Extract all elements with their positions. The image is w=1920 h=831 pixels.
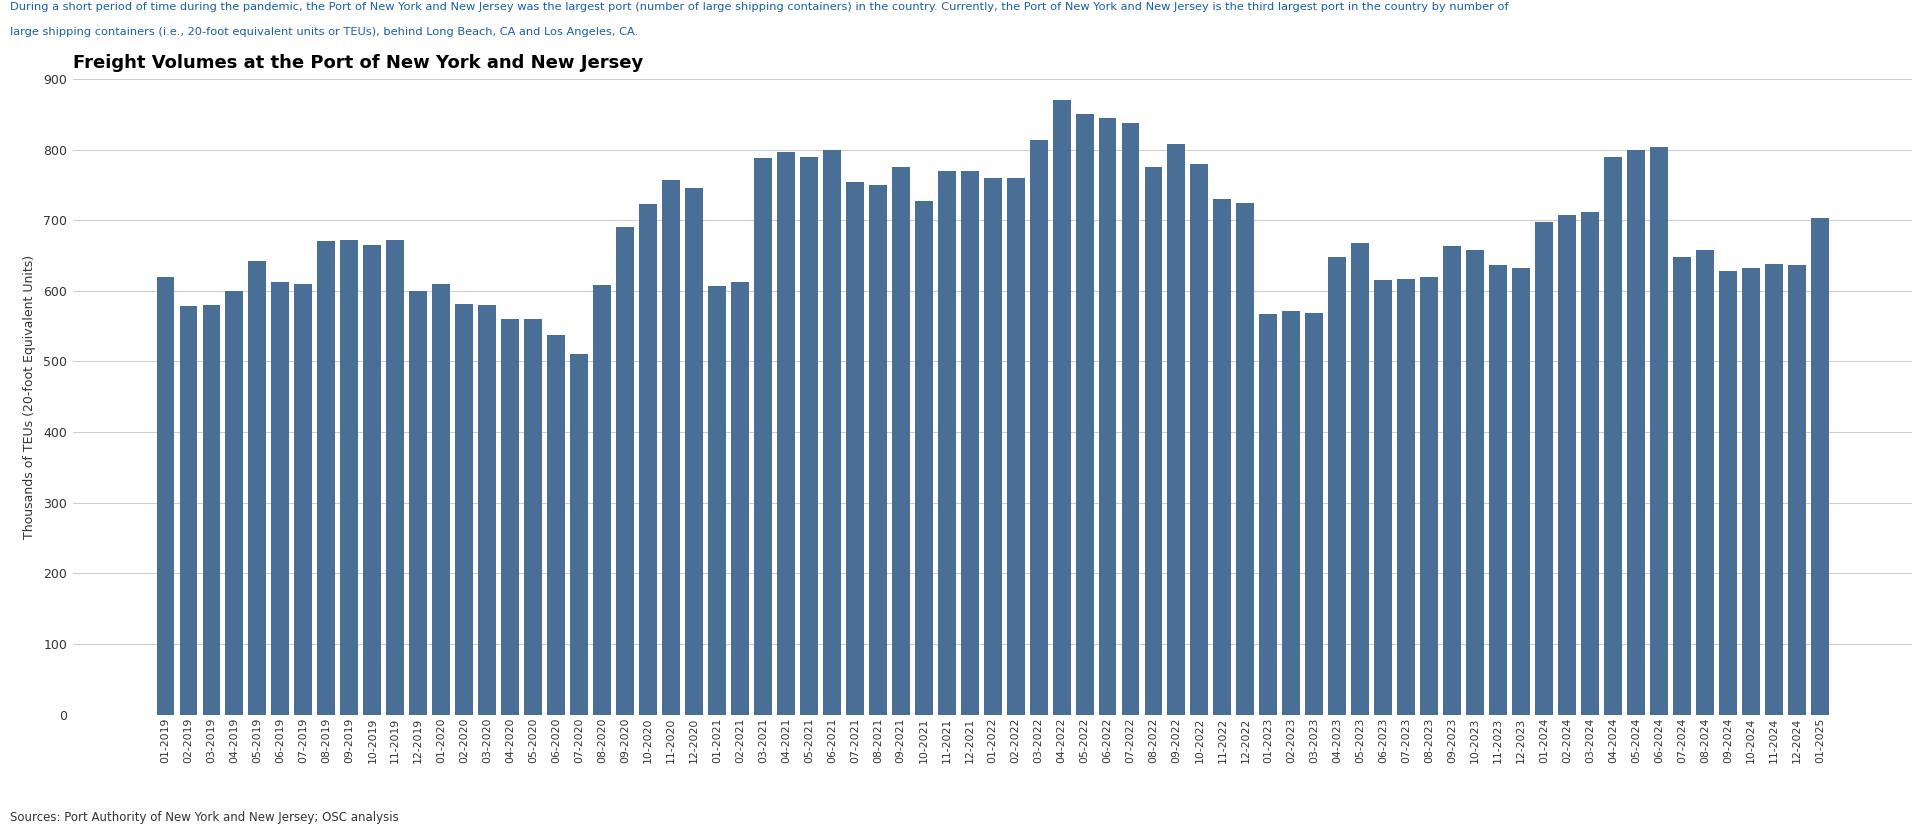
- Bar: [983, 178, 1002, 715]
- Bar: [1603, 157, 1622, 715]
- Bar: [870, 184, 887, 715]
- Bar: [1329, 257, 1346, 715]
- Bar: [1490, 265, 1507, 715]
- Bar: [1283, 311, 1300, 715]
- Bar: [202, 305, 221, 715]
- Bar: [157, 277, 175, 715]
- Bar: [914, 201, 933, 715]
- Bar: [662, 180, 680, 715]
- Bar: [1649, 147, 1668, 715]
- Bar: [501, 319, 518, 715]
- Text: During a short period of time during the pandemic, the Port of New York and New : During a short period of time during the…: [10, 2, 1509, 12]
- Bar: [455, 303, 472, 715]
- Bar: [1811, 218, 1828, 715]
- Bar: [570, 354, 588, 715]
- Bar: [616, 227, 634, 715]
- Bar: [271, 283, 290, 715]
- Bar: [478, 305, 495, 715]
- Bar: [317, 241, 336, 715]
- Bar: [1580, 212, 1599, 715]
- Bar: [1236, 203, 1254, 715]
- Bar: [1190, 164, 1208, 715]
- Bar: [1052, 100, 1071, 715]
- Bar: [409, 291, 428, 715]
- Bar: [225, 291, 244, 715]
- Bar: [1421, 277, 1438, 715]
- Bar: [685, 189, 703, 715]
- Bar: [1788, 265, 1805, 715]
- Bar: [1718, 271, 1738, 715]
- Bar: [1098, 118, 1116, 715]
- Bar: [891, 167, 910, 715]
- Bar: [1213, 199, 1231, 715]
- Bar: [1626, 150, 1645, 715]
- Text: Sources: Port Authority of New York and New Jersey; OSC analysis: Sources: Port Authority of New York and …: [10, 811, 397, 824]
- Bar: [1536, 222, 1553, 715]
- Bar: [847, 182, 864, 715]
- Bar: [248, 261, 267, 715]
- Bar: [1741, 268, 1761, 715]
- Bar: [1557, 214, 1576, 715]
- Bar: [778, 152, 795, 715]
- Bar: [639, 204, 657, 715]
- Bar: [708, 286, 726, 715]
- Bar: [801, 156, 818, 715]
- Bar: [524, 319, 541, 715]
- Bar: [1444, 246, 1461, 715]
- Bar: [824, 150, 841, 715]
- Bar: [1764, 264, 1784, 715]
- Bar: [1672, 257, 1692, 715]
- Bar: [1467, 250, 1484, 715]
- Bar: [755, 158, 772, 715]
- Bar: [732, 282, 749, 715]
- Bar: [960, 170, 979, 715]
- Bar: [1513, 268, 1530, 715]
- Bar: [1121, 124, 1139, 715]
- Bar: [294, 283, 313, 715]
- Y-axis label: Thousands of TEUs (20-foot Equivalent Units): Thousands of TEUs (20-foot Equivalent Un…: [23, 255, 36, 538]
- Bar: [1029, 140, 1048, 715]
- Bar: [363, 245, 382, 715]
- Bar: [1695, 250, 1715, 715]
- Text: Freight Volumes at the Port of New York and New Jersey: Freight Volumes at the Port of New York …: [73, 54, 643, 71]
- Bar: [1306, 313, 1323, 715]
- Bar: [1375, 280, 1392, 715]
- Bar: [1144, 166, 1162, 715]
- Bar: [547, 336, 564, 715]
- Bar: [1075, 114, 1094, 715]
- Bar: [386, 240, 405, 715]
- Bar: [1398, 279, 1415, 715]
- Bar: [1006, 178, 1025, 715]
- Text: large shipping containers (i.e., 20-foot equivalent units or TEUs), behind Long : large shipping containers (i.e., 20-foot…: [10, 27, 637, 37]
- Bar: [937, 171, 956, 715]
- Bar: [1260, 314, 1277, 715]
- Bar: [1352, 243, 1369, 715]
- Bar: [432, 283, 449, 715]
- Bar: [593, 285, 611, 715]
- Bar: [1167, 144, 1185, 715]
- Bar: [340, 240, 359, 715]
- Bar: [180, 307, 198, 715]
